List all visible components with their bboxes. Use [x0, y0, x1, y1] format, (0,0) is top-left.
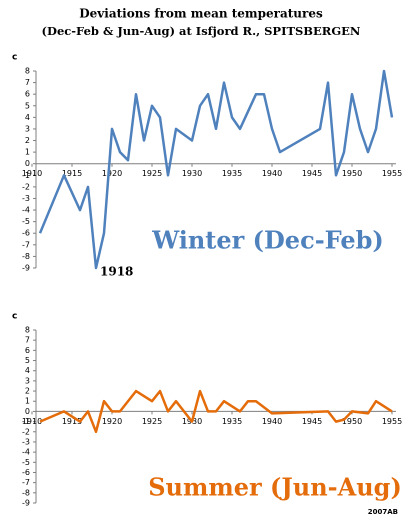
- y-tick-label: 2: [25, 136, 30, 145]
- x-tick-label: 1955: [382, 417, 402, 426]
- y-tick-label: -7: [22, 240, 30, 249]
- y-tick-label: -2: [22, 182, 30, 191]
- title-line: (Dec-Feb & Jun-Aug) at Isfjord R., SPITS…: [42, 24, 361, 38]
- y-tick-label: 1: [25, 148, 30, 157]
- y-tick-label: -5: [22, 458, 30, 467]
- y-tick-label: -3: [22, 437, 30, 446]
- x-tick-label: 1920: [102, 169, 122, 178]
- y-tick-label: -4: [22, 448, 30, 457]
- series-label: Summer (Jun-Aug): [148, 473, 402, 502]
- y-axis-label: c: [12, 53, 17, 63]
- y-tick-label: 0: [25, 407, 30, 416]
- y-tick-label: -8: [22, 488, 30, 497]
- x-tick-label: 1945: [302, 417, 322, 426]
- x-tick-label: 1940: [262, 417, 282, 426]
- x-tick-label: 1935: [222, 417, 242, 426]
- y-tick-label: -9: [22, 499, 30, 508]
- x-tick-label: 1930: [182, 169, 202, 178]
- x-tick-label: 1955: [382, 169, 402, 178]
- y-tick-label: -1: [22, 171, 30, 180]
- y-tick-label: 4: [25, 366, 30, 375]
- x-tick-label: 1925: [142, 417, 162, 426]
- y-tick-label: -7: [22, 478, 30, 487]
- y-tick-label: 7: [25, 78, 30, 87]
- x-tick-label: 1950: [342, 169, 362, 178]
- y-tick-label: 6: [25, 346, 30, 355]
- y-tick-label: 2: [25, 387, 30, 396]
- y-tick-label: 3: [25, 124, 30, 133]
- x-tick-label: 1950: [342, 417, 362, 426]
- y-tick-label: -6: [22, 229, 30, 238]
- y-tick-label: 5: [25, 101, 30, 110]
- x-tick-label: 1945: [302, 169, 322, 178]
- y-tick-label: -5: [22, 217, 30, 226]
- x-tick-label: 1935: [222, 169, 242, 178]
- y-tick-label: 8: [25, 67, 30, 76]
- annotation: 1918: [100, 265, 133, 279]
- y-tick-label: 7: [25, 336, 30, 345]
- y-tick-label: 4: [25, 113, 30, 122]
- y-tick-label: -1: [22, 417, 30, 426]
- y-tick-label: -8: [22, 252, 30, 261]
- y-tick-label: -2: [22, 427, 30, 436]
- x-tick-label: 1915: [62, 169, 82, 178]
- y-tick-label: -4: [22, 206, 30, 215]
- y-tick-label: 0: [25, 159, 30, 168]
- title-line: Deviations from mean temperatures: [79, 7, 323, 21]
- y-tick-label: 5: [25, 356, 30, 365]
- x-tick-label: 1915: [62, 417, 82, 426]
- y-tick-label: -6: [22, 468, 30, 477]
- series-line: [38, 69, 394, 270]
- y-axis-label: c: [12, 312, 17, 322]
- y-tick-label: -9: [22, 264, 30, 273]
- series-label: Winter (Dec-Feb): [151, 226, 384, 255]
- y-tick-label: 1: [25, 397, 30, 406]
- y-tick-label: -3: [22, 194, 30, 203]
- x-tick-label: 1920: [102, 417, 122, 426]
- x-tick-label: 1910: [22, 169, 42, 178]
- y-tick-label: 3: [25, 376, 30, 385]
- x-tick-label: 1925: [142, 169, 162, 178]
- credit: 2007AB: [368, 508, 398, 516]
- y-tick-label: 8: [25, 326, 30, 335]
- series-line: [39, 389, 393, 434]
- x-tick-label: 1940: [262, 169, 282, 178]
- x-tick-label: 1910: [22, 417, 42, 426]
- y-tick-label: 6: [25, 90, 30, 99]
